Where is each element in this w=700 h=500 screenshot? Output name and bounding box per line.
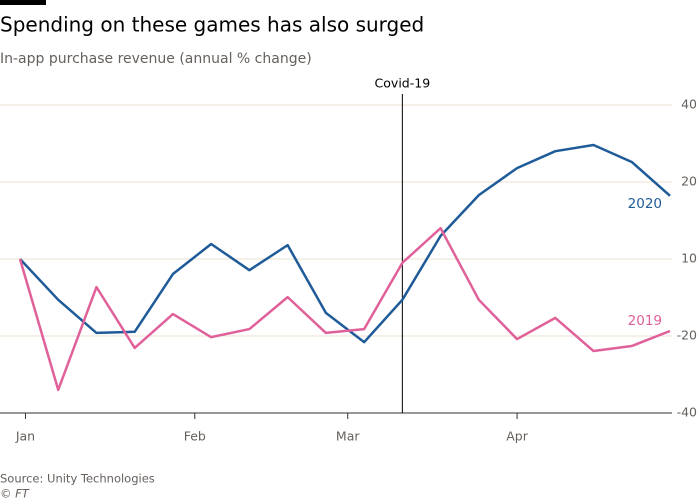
x-tick-label: Jan: [15, 429, 35, 444]
source: Source: Unity Technologies: [0, 472, 155, 486]
x-tick-label: Feb: [184, 429, 206, 444]
y-tick-label: -20: [677, 328, 697, 343]
x-tick-label: Apr: [506, 429, 528, 444]
chart-title: Spending on these games has also surged: [0, 13, 424, 37]
series-label: 2020: [628, 196, 662, 212]
y-tick-label: -40: [677, 405, 697, 420]
y-tick-label: 40: [681, 97, 697, 112]
credit: © FT: [0, 487, 30, 500]
y-tick-label: 20: [681, 174, 697, 189]
series-line: [19, 143, 671, 344]
annotation-label: Covid-19: [375, 76, 431, 91]
x-tick-label: Mar: [336, 429, 360, 444]
series-label: 2019: [628, 313, 662, 329]
series-line: [18, 226, 671, 392]
chart-subtitle: In-app purchase revenue (annual % change…: [0, 51, 312, 67]
y-tick-label: 10: [681, 251, 697, 266]
brand-bar: [0, 0, 46, 5]
